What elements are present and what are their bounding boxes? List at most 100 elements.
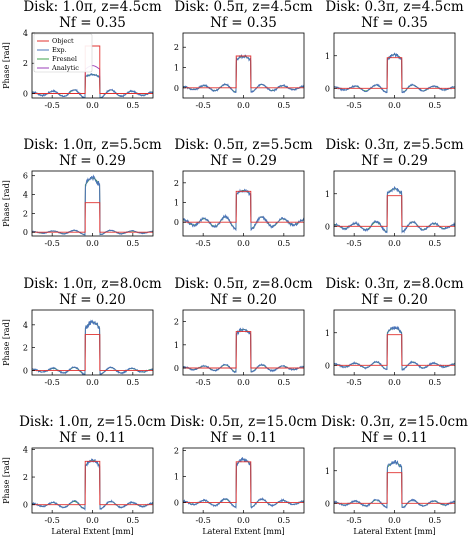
y-tick-label: 4 — [23, 321, 28, 330]
x-tick-label: -0.5 — [44, 101, 59, 110]
x-tick-label: 0.5 — [428, 101, 441, 110]
x-tick-label: 0.0 — [237, 239, 250, 248]
x-tick-label: 0.5 — [126, 101, 139, 110]
y-tick-label: 1 — [174, 473, 179, 482]
x-axis-label: Lateral Extent [mm] — [353, 527, 435, 536]
x-tick-label: 0.0 — [86, 239, 99, 248]
series-object — [32, 45, 153, 94]
series-object — [183, 55, 304, 89]
y-tick-label: 2 — [174, 43, 179, 52]
panel-frame — [31, 170, 154, 237]
legend-label: Exp. — [52, 46, 67, 54]
series-analytic — [32, 459, 153, 510]
panel-frame — [31, 309, 154, 376]
series-exp — [183, 327, 304, 374]
x-tick-label: -0.5 — [346, 239, 361, 248]
series-object — [183, 461, 304, 504]
series-exp — [183, 457, 304, 509]
series-fresnel — [32, 177, 153, 235]
series-analytic — [183, 328, 304, 373]
panel-subtitle: Nf = 0.20 — [210, 292, 277, 308]
series-object — [334, 472, 455, 504]
series-object — [334, 334, 455, 366]
x-tick-label: -0.5 — [44, 516, 59, 525]
x-tick-label: 0.0 — [388, 516, 401, 525]
y-tick-label: 0 — [174, 499, 179, 508]
x-tick-label: 0.0 — [86, 101, 99, 110]
x-tick-label: 0.5 — [277, 239, 290, 248]
x-tick-label: -0.5 — [346, 516, 361, 525]
panel-subtitle: Nf = 0.20 — [59, 292, 126, 308]
panel-subtitle: Nf = 0.20 — [361, 292, 428, 308]
series-fresnel — [183, 190, 304, 230]
series-fresnel — [183, 328, 304, 373]
panel-subtitle: Nf = 0.29 — [210, 153, 277, 169]
panel-subtitle: Nf = 0.29 — [361, 153, 428, 169]
panel-subtitle: Nf = 0.35 — [59, 15, 126, 31]
y-tick-label: 4 — [23, 29, 28, 38]
y-tick-label: 4 — [23, 191, 28, 200]
y-tick-label: 6 — [23, 172, 28, 181]
y-tick-label: 1 — [174, 341, 179, 350]
x-axis-label: Lateral Extent [mm] — [202, 527, 284, 536]
x-tick-label: 0.5 — [277, 516, 290, 525]
legend-label: Analytic — [51, 64, 79, 72]
panel-title: Disk: 0.5π, z=8.0cm — [174, 276, 312, 292]
x-tick-label: 0.5 — [277, 378, 290, 387]
series-object — [334, 57, 455, 89]
panel-title: Disk: 0.3π, z=4.5cm — [325, 0, 463, 15]
x-tick-label: 0.0 — [86, 516, 99, 525]
series-exp — [32, 174, 153, 236]
y-tick-label: 2 — [23, 473, 28, 482]
y-tick-label: 0 — [23, 228, 28, 237]
series-fresnel — [32, 73, 153, 98]
panel-title: Disk: 0.5π, z=15.0cm — [170, 414, 317, 430]
x-tick-label: -0.5 — [195, 239, 210, 248]
x-tick-label: -0.5 — [346, 101, 361, 110]
series-fresnel — [32, 321, 153, 375]
series-analytic — [32, 177, 153, 236]
x-tick-label: 0.0 — [388, 101, 401, 110]
legend-label: Fresnel — [52, 55, 77, 63]
panel-title: Disk: 0.5π, z=5.5cm — [174, 137, 312, 153]
panel-subtitle: Nf = 0.11 — [210, 430, 277, 446]
panel-title: Disk: 0.5π, z=4.5cm — [174, 0, 312, 15]
y-tick-label: 2 — [174, 179, 179, 188]
x-tick-label: 0.0 — [388, 239, 401, 248]
x-tick-label: -0.5 — [195, 101, 210, 110]
x-tick-label: 0.5 — [428, 516, 441, 525]
series-exp — [334, 52, 455, 94]
series-fresnel — [32, 459, 153, 510]
y-axis-label: Phase [rad] — [2, 319, 11, 366]
y-tick-label: 0 — [325, 84, 330, 93]
series-exp — [32, 73, 153, 98]
panel-subtitle: Nf = 0.11 — [361, 430, 428, 446]
series-object — [183, 331, 304, 369]
panel-title: Disk: 0.3π, z=8.0cm — [325, 276, 463, 292]
panel-frame — [182, 309, 305, 376]
panel-frame — [182, 447, 305, 514]
panel-title: Disk: 0.3π, z=5.5cm — [325, 137, 463, 153]
y-tick-label: 1 — [325, 190, 330, 199]
x-tick-label: -0.5 — [44, 239, 59, 248]
y-tick-label: 4 — [23, 445, 28, 454]
series-object — [32, 334, 153, 371]
x-tick-label: -0.5 — [195, 378, 210, 387]
series-analytic — [183, 458, 304, 508]
x-tick-label: 0.5 — [126, 378, 139, 387]
y-tick-label: 2 — [23, 59, 28, 68]
y-tick-label: 2 — [174, 447, 179, 456]
series-object — [32, 202, 153, 233]
y-tick-label: 0 — [325, 222, 330, 231]
series-exp — [183, 188, 304, 232]
series-analytic — [183, 190, 304, 230]
